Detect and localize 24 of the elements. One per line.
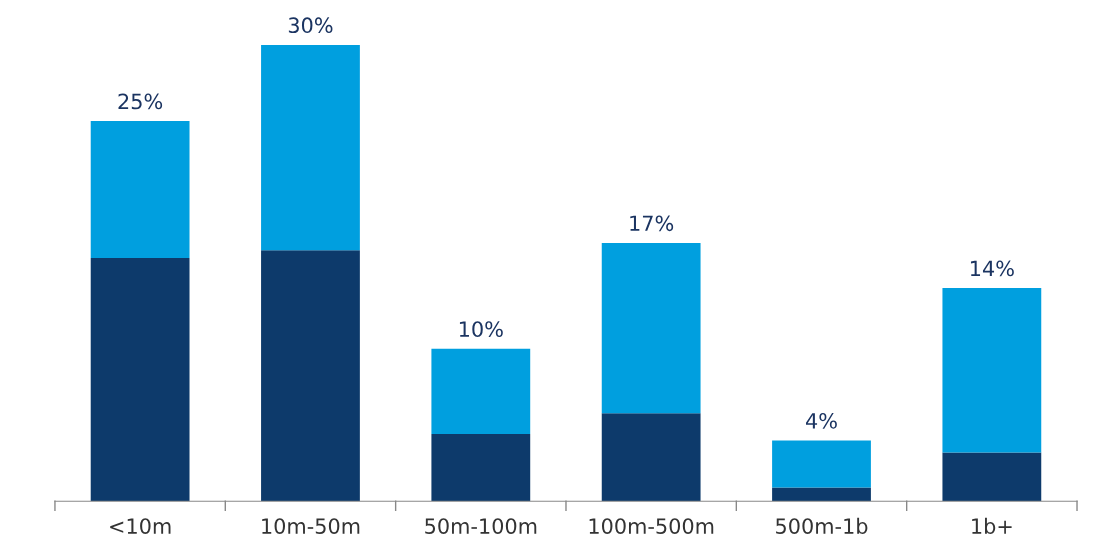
x-tick-label: 10m-50m [262,518,360,534]
x-tick-label: 100m-500m [589,518,714,534]
bar [942,452,1042,502]
bar [601,413,701,502]
text: 30% [288,17,333,34]
bar [942,288,1042,453]
bar [90,121,190,258]
annotation: 10% [459,321,503,337]
bar [431,434,531,502]
annotation: 4% [806,412,837,429]
annotation: 17% [630,215,674,232]
bar [772,440,871,488]
annotation: 14% [970,260,1014,277]
x-tick-label: <10m [110,518,171,534]
bar [431,348,531,435]
bar [601,242,701,414]
x-tick-label: 500m-1b [776,517,868,534]
bar [261,44,360,251]
annotation: 25% [118,93,163,110]
x-tick-label: 1b+ [972,517,1012,534]
bar [261,250,360,502]
bar [90,257,190,502]
x-tick-label: 50m-100m [425,518,537,534]
bar [772,487,871,502]
